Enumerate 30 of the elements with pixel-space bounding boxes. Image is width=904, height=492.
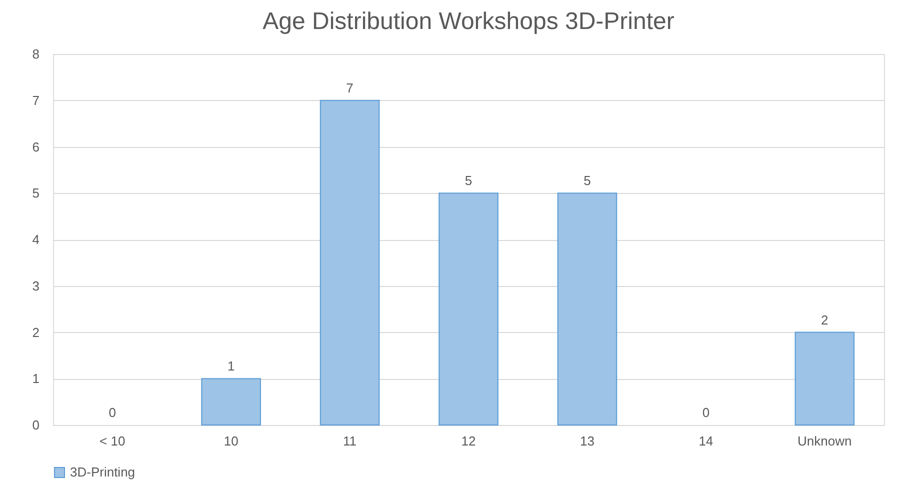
y-tick-label: 0 [32,418,40,432]
bar [320,100,380,426]
bar [201,378,261,426]
y-tick-label: 6 [32,139,40,154]
data-label: 5 [464,173,472,188]
x-tick-label: 11 [343,434,357,448]
chart-title: Age Distribution Workshops 3D-Printer [262,8,674,35]
x-tick-label: 14 [698,434,714,448]
y-tick-label: 5 [32,186,40,201]
y-tick-label: 4 [32,232,40,247]
legend-label: 3D-Printing [70,464,136,480]
data-label: 0 [702,405,710,420]
bar [438,192,498,426]
bar [794,332,855,426]
x-tick-label: Unknown [798,434,852,448]
data-label: 5 [584,173,591,188]
x-tick-label: 10 [224,434,238,448]
data-label: 0 [108,405,116,420]
data-label: 7 [346,80,354,96]
x-tick-label: 12 [461,434,476,448]
y-tick-label: 1 [32,371,40,386]
data-label: 2 [821,312,828,328]
x-tick-label: < 10 [100,434,126,448]
y-tick-label: 7 [32,92,40,108]
data-label: 1 [227,358,235,374]
y-tick-label: 8 [32,46,40,62]
x-tick-label: 13 [580,434,594,448]
y-tick-label: 3 [32,278,40,294]
bar [557,192,618,426]
y-tick-label: 2 [32,324,40,340]
